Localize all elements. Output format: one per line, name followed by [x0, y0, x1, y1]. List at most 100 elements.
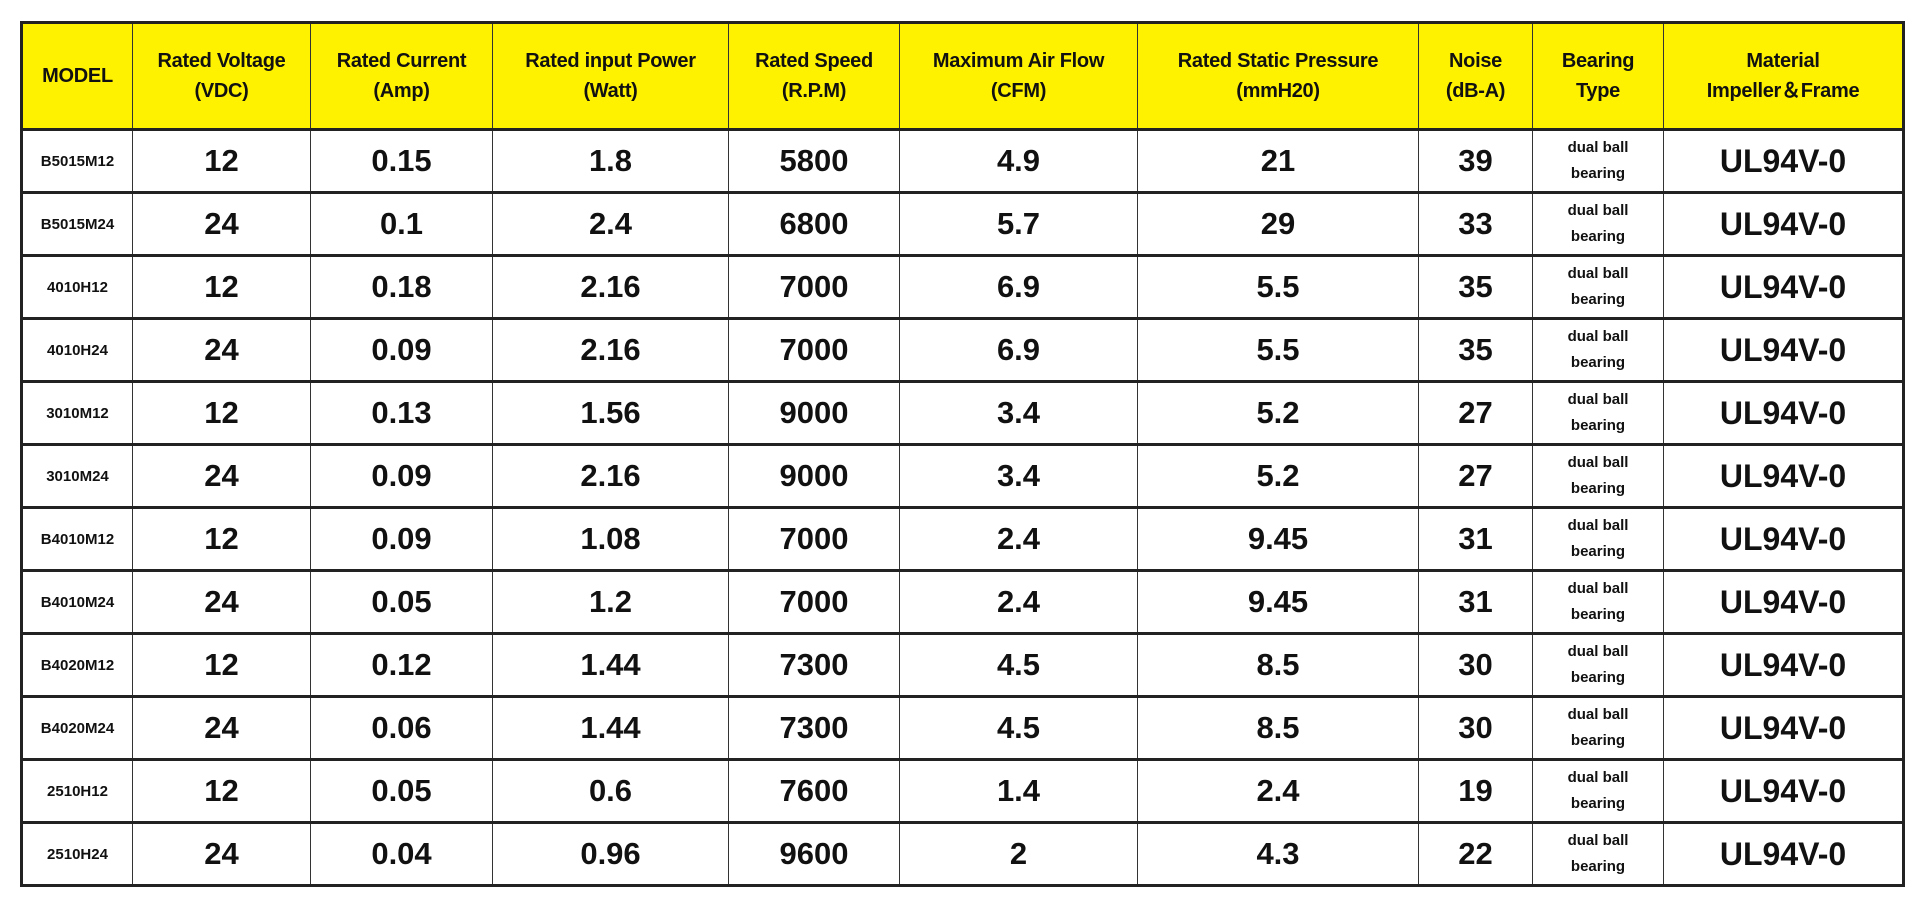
cell-rated-speed: 7000 [728, 318, 900, 382]
cell-rated-input-power: 1.2 [492, 570, 729, 634]
cell-model: B4010M24 [21, 570, 133, 634]
cell-material: UL94V-0 [1663, 507, 1904, 571]
cell-rated-static-pressure: 21 [1137, 129, 1419, 193]
bearing-text: dual ball [1567, 139, 1629, 156]
cell-max-air-flow: 5.7 [899, 192, 1138, 256]
cell-model: B4010M12 [21, 507, 133, 571]
cell-rated-voltage: 24 [132, 318, 311, 382]
cell-material: UL94V-0 [1663, 633, 1904, 697]
table-row: 3010M12 12 0.13 1.56 9000 3.4 5.2 27 dual ball be… [21, 381, 1904, 445]
cell-rated-voltage: 12 [132, 381, 311, 445]
cell-rated-voltage: 12 [132, 255, 311, 319]
cell-model: 4010H24 [21, 318, 133, 382]
cell-max-air-flow: 1.4 [899, 759, 1138, 823]
cell-rated-current: 0.15 [310, 129, 493, 193]
header-text: (VDC) [194, 80, 249, 102]
header-text: Rated input Power [525, 50, 696, 72]
bearing-text: bearing [1570, 354, 1626, 371]
bearing-text: bearing [1570, 669, 1626, 686]
bearing-text: dual ball [1567, 202, 1629, 219]
table-row: 2510H12 12 0.05 0.6 7600 1.4 2.4 19 dual ball bea… [21, 759, 1904, 823]
cell-rated-input-power: 2.4 [492, 192, 729, 256]
cell-rated-input-power: 1.56 [492, 381, 729, 445]
bearing-text: bearing [1570, 795, 1626, 812]
bearing-text: dual ball [1567, 643, 1629, 660]
header-row: MODEL Rated Voltage (VDC) Rated Current (Amp… [21, 22, 1904, 130]
cell-bearing-type: dual ball bearing [1532, 192, 1664, 256]
cell-rated-speed: 7300 [728, 633, 900, 697]
cell-rated-speed: 7000 [728, 570, 900, 634]
header-text: Material [1746, 50, 1820, 72]
cell-rated-current: 0.06 [310, 696, 493, 760]
cell-rated-static-pressure: 9.45 [1137, 507, 1419, 571]
cell-rated-current: 0.1 [310, 192, 493, 256]
cell-noise: 27 [1418, 381, 1533, 445]
cell-rated-static-pressure: 5.5 [1137, 318, 1419, 382]
cell-max-air-flow: 2.4 [899, 570, 1138, 634]
cell-rated-speed: 9000 [728, 444, 900, 508]
cell-max-air-flow: 6.9 [899, 255, 1138, 319]
cell-noise: 35 [1418, 255, 1533, 319]
cell-rated-input-power: 2.16 [492, 255, 729, 319]
cell-rated-voltage: 24 [132, 192, 311, 256]
header-max-air-flow: Maximum Air Flow (CFM) [899, 22, 1138, 130]
cell-rated-voltage: 24 [132, 696, 311, 760]
cell-noise: 19 [1418, 759, 1533, 823]
table-row: 2510H24 24 0.04 0.96 9600 2 4.3 22 dual ball bear… [21, 822, 1904, 886]
header-rated-voltage: Rated Voltage (VDC) [132, 22, 311, 130]
cell-material: UL94V-0 [1663, 570, 1904, 634]
table-row: B5015M24 24 0.1 2.4 6800 5.7 29 33 dual ball bear… [21, 192, 1904, 256]
cell-model: B4020M24 [21, 696, 133, 760]
cell-rated-voltage: 12 [132, 633, 311, 697]
header-rated-speed: Rated Speed (R.P.M) [728, 22, 900, 130]
table-row: 4010H24 24 0.09 2.16 7000 6.9 5.5 35 dual ball be… [21, 318, 1904, 382]
header-text: Type [1576, 80, 1620, 102]
cell-rated-voltage: 24 [132, 570, 311, 634]
bearing-text: bearing [1570, 732, 1626, 749]
cell-rated-static-pressure: 9.45 [1137, 570, 1419, 634]
cell-rated-voltage: 12 [132, 507, 311, 571]
header-text: Rated Speed [755, 50, 873, 72]
cell-material: UL94V-0 [1663, 381, 1904, 445]
cell-model: B5015M12 [21, 129, 133, 193]
cell-rated-static-pressure: 5.2 [1137, 381, 1419, 445]
fan-spec-table: MODEL Rated Voltage (VDC) Rated Current (Amp… [20, 21, 1905, 887]
cell-model: 3010M12 [21, 381, 133, 445]
cell-model: 2510H12 [21, 759, 133, 823]
cell-bearing-type: dual ball bearing [1532, 570, 1664, 634]
header-text: Maximum Air Flow [932, 50, 1105, 72]
cell-bearing-type: dual ball bearing [1532, 759, 1664, 823]
bearing-text: bearing [1570, 858, 1626, 875]
cell-rated-speed: 9600 [728, 822, 900, 886]
cell-rated-speed: 7300 [728, 696, 900, 760]
header-text: Rated Static Pressure [1177, 50, 1379, 72]
header-noise: Noise (dB-A) [1418, 22, 1533, 130]
header-text: (R.P.M) [781, 80, 847, 102]
cell-bearing-type: dual ball bearing [1532, 633, 1664, 697]
cell-noise: 31 [1418, 507, 1533, 571]
cell-noise: 30 [1418, 696, 1533, 760]
cell-rated-current: 0.09 [310, 318, 493, 382]
cell-model: 4010H12 [21, 255, 133, 319]
cell-noise: 31 [1418, 570, 1533, 634]
cell-rated-input-power: 1.44 [492, 633, 729, 697]
cell-material: UL94V-0 [1663, 759, 1904, 823]
cell-material: UL94V-0 [1663, 696, 1904, 760]
header-text: (dB-A) [1445, 80, 1506, 102]
header-bearing-type: Bearing Type [1532, 22, 1664, 130]
header-rated-input-power: Rated input Power (Watt) [492, 22, 729, 130]
header-text: (Watt) [583, 80, 638, 102]
cell-noise: 33 [1418, 192, 1533, 256]
cell-rated-current: 0.09 [310, 444, 493, 508]
table-row: 3010M24 24 0.09 2.16 9000 3.4 5.2 27 dual ball be… [21, 444, 1904, 508]
cell-rated-current: 0.05 [310, 570, 493, 634]
cell-rated-input-power: 1.8 [492, 129, 729, 193]
bearing-text: dual ball [1567, 832, 1629, 849]
cell-rated-voltage: 24 [132, 444, 311, 508]
bearing-text: bearing [1570, 543, 1626, 560]
cell-material: UL94V-0 [1663, 192, 1904, 256]
cell-bearing-type: dual ball bearing [1532, 444, 1664, 508]
cell-rated-current: 0.18 [310, 255, 493, 319]
table-row: B4010M24 24 0.05 1.2 7000 2.4 9.45 31 dual ball b… [21, 570, 1904, 634]
cell-max-air-flow: 4.9 [899, 129, 1138, 193]
